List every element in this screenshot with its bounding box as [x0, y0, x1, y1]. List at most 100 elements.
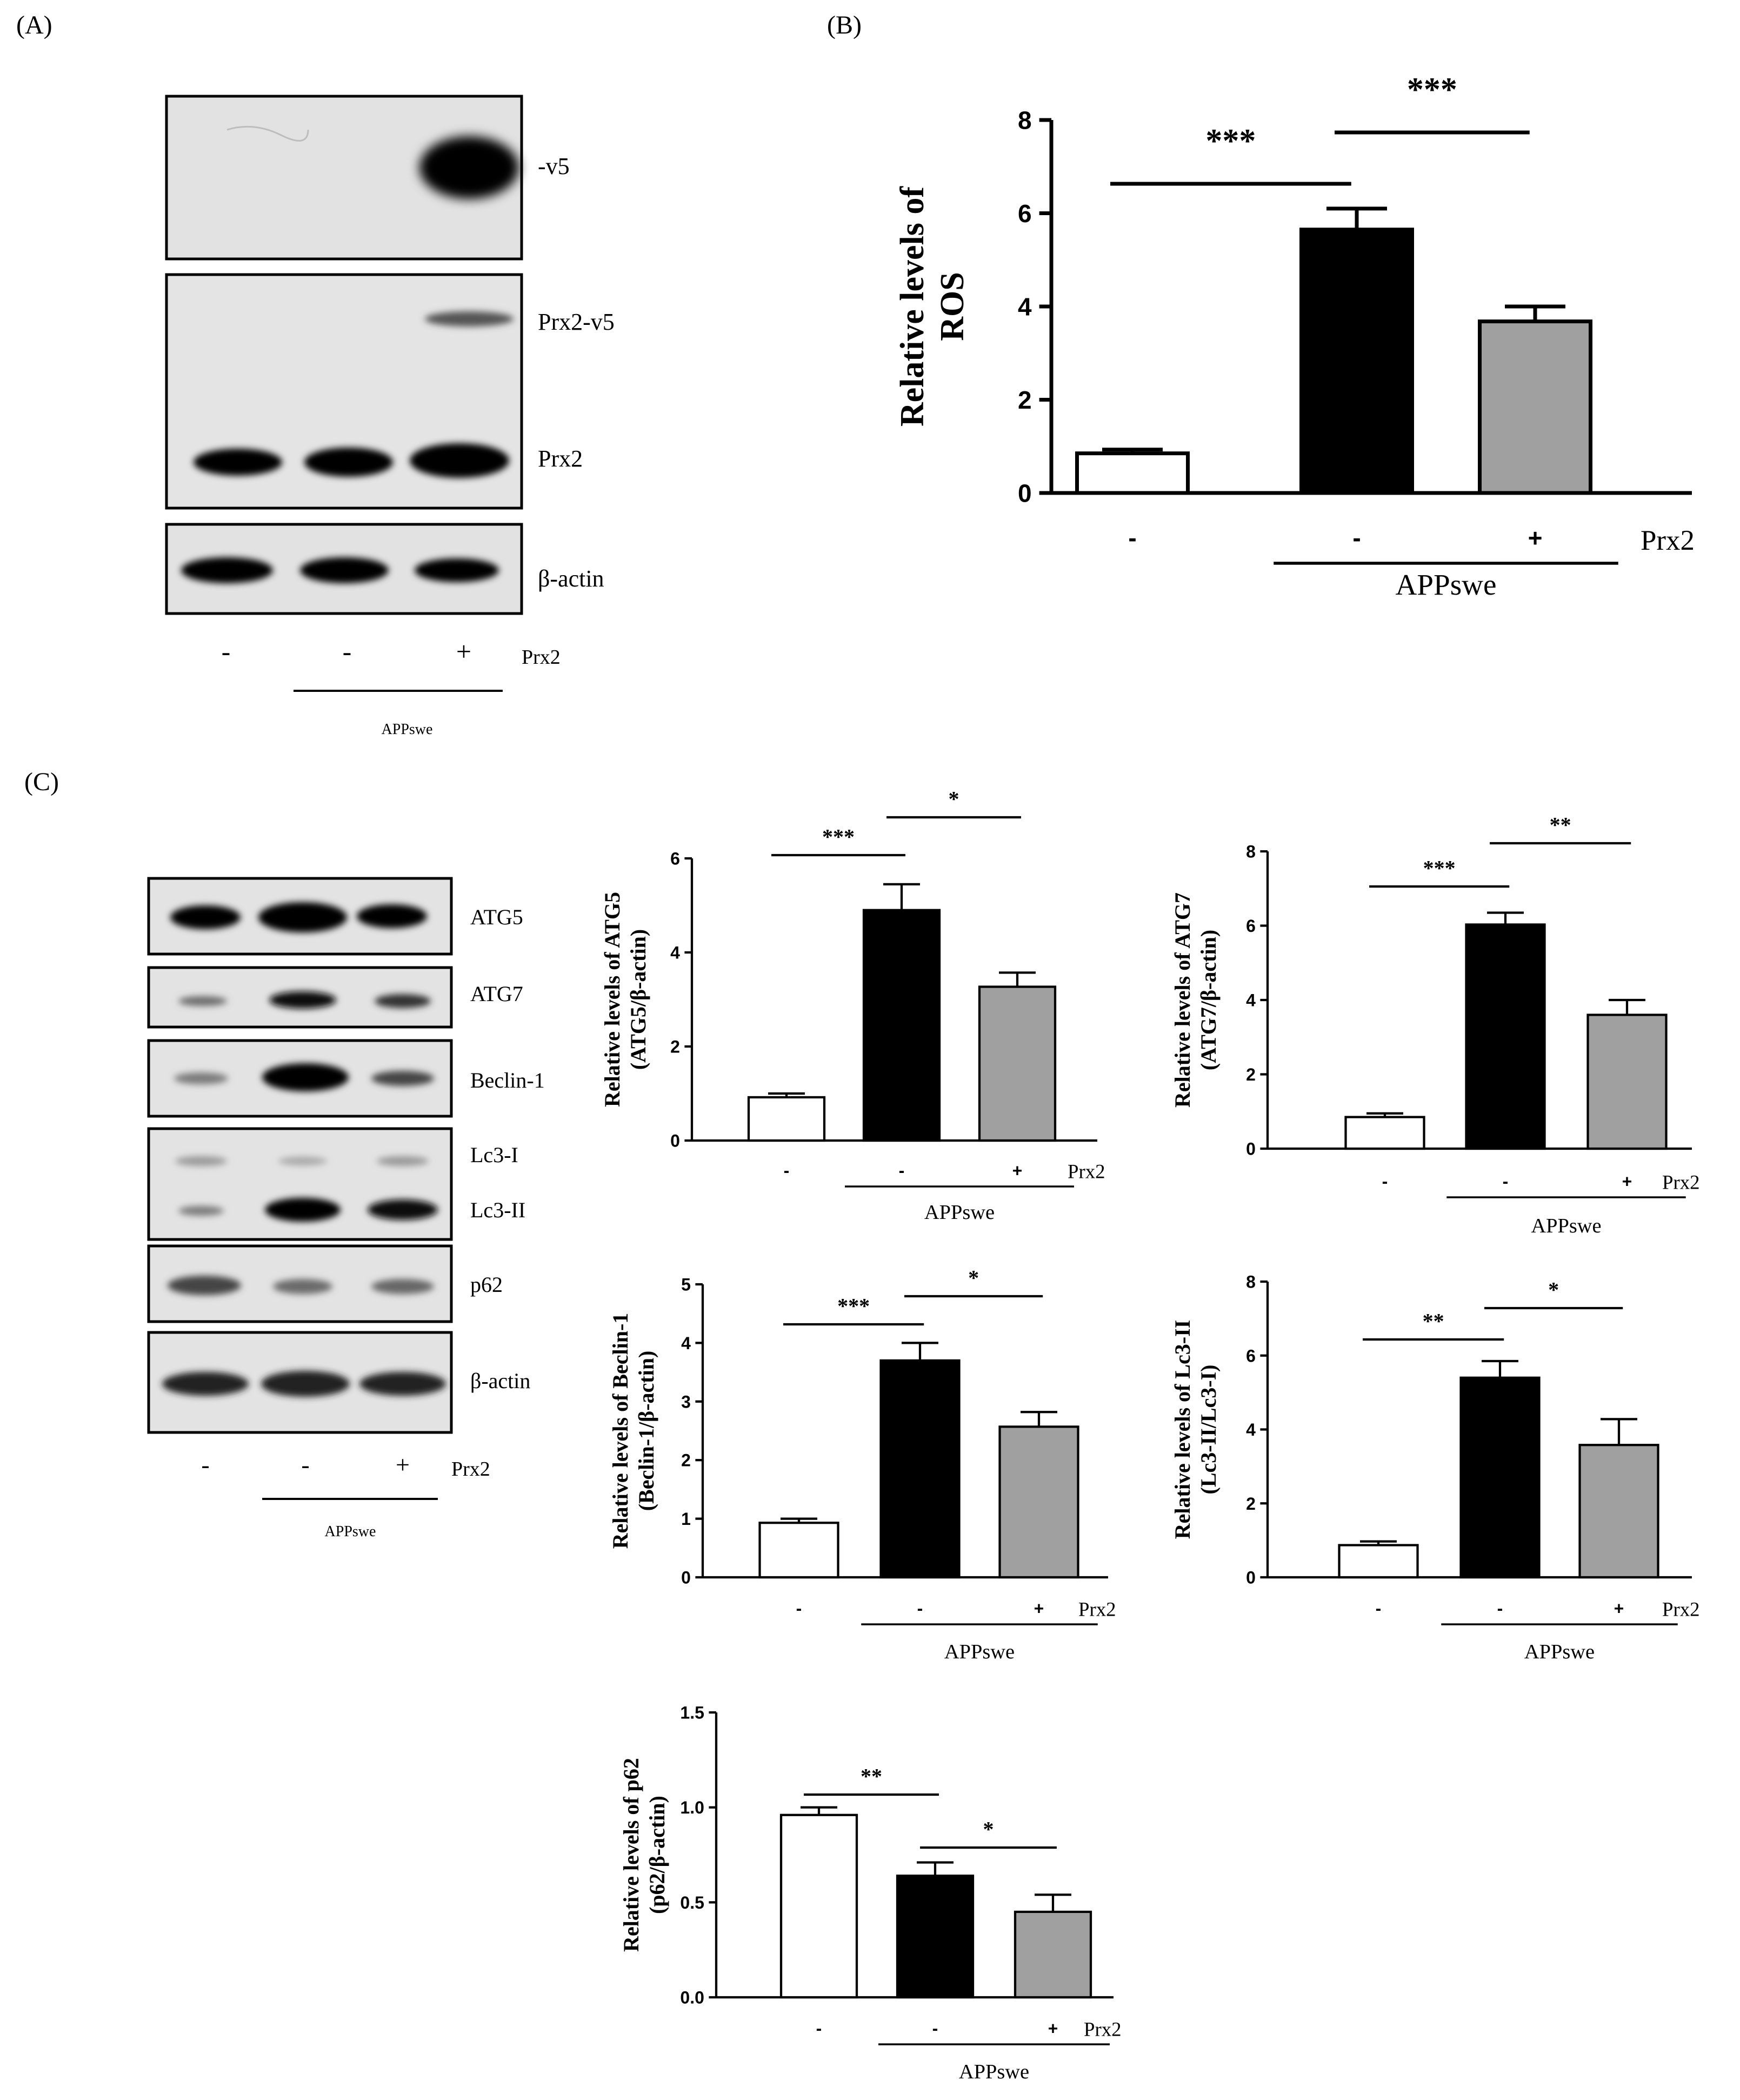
- y-axis-label: Relative levels of: [894, 186, 931, 427]
- blot-c-sign-1: -: [201, 1451, 209, 1478]
- y-tick-label: 2: [1246, 1494, 1256, 1514]
- y-axis-label: Relative levels of ATG5: [600, 892, 624, 1107]
- bar-2: [1465, 923, 1546, 1150]
- significance-label: ***: [837, 1294, 870, 1318]
- y-tick-label: 1.0: [680, 1798, 704, 1817]
- y-tick-label: 0.5: [680, 1893, 704, 1912]
- significance-label: **: [1423, 1309, 1444, 1334]
- category-label: -: [1382, 1171, 1388, 1191]
- significance-label: ***: [1407, 71, 1457, 108]
- blot-c-label-lc3i: Lc3-I: [470, 1143, 518, 1167]
- blot-a-band-prx2-lane2: [304, 448, 393, 477]
- significance-label: **: [1550, 813, 1571, 837]
- y-axis-label: ROS: [934, 272, 971, 341]
- bar-1: [747, 1096, 826, 1142]
- bar-3: [998, 1425, 1079, 1579]
- group-label: APPswe: [1524, 1641, 1595, 1663]
- y-tick-label: 4: [1246, 991, 1256, 1010]
- blot-a-band-actin-lane1: [181, 557, 273, 583]
- y-tick-label: 4: [1018, 293, 1032, 321]
- bar-2: [1299, 228, 1414, 495]
- bar-1: [1344, 1116, 1425, 1150]
- blot-a-sign-3: +: [456, 636, 471, 666]
- category-label: +: [1622, 1171, 1632, 1191]
- y-tick-label: 5: [681, 1275, 691, 1295]
- bar-1: [779, 1814, 858, 1999]
- category-label: -: [1503, 1171, 1509, 1191]
- treatment-label: Prx2: [1641, 525, 1695, 556]
- blot-a-artifact: [226, 125, 309, 142]
- bar-2: [879, 1359, 961, 1579]
- y-tick-label: 8: [1246, 1272, 1256, 1292]
- blot-a-band-v5-lane3: [419, 136, 519, 199]
- bar-2: [862, 909, 941, 1142]
- y-axis-label: (p62/β-actin): [645, 1796, 669, 1914]
- y-tick-label: 6: [1246, 1346, 1256, 1365]
- blot-a-label-prx2: Prx2: [538, 445, 583, 472]
- group-label: APPswe: [1531, 1215, 1601, 1237]
- y-axis-label: (ATG5/β-actin): [626, 929, 650, 1070]
- blot-c-treatment-label: Prx2: [451, 1458, 490, 1481]
- group-label: APPswe: [944, 1641, 1015, 1663]
- blot-a-band-prx2v5-lane3: [425, 311, 514, 326]
- blot-c-group-label: APPswe: [325, 1523, 376, 1540]
- bar-2: [1459, 1376, 1541, 1579]
- panel-letter-c: (C): [24, 768, 59, 796]
- y-tick-label: 1: [681, 1509, 691, 1529]
- bar-3: [1586, 1014, 1668, 1150]
- category-label: +: [1012, 1161, 1023, 1180]
- category-label: +: [1614, 1598, 1624, 1618]
- bar-2: [896, 1875, 975, 1999]
- chart-ros: 0 2 4 6 8 - - + Prx2 APPswe *** *** Relative levels …: [894, 71, 1695, 601]
- treatment-label: Prx2: [1084, 2018, 1122, 2041]
- y-axis-label: Relative levels of Beclin-1: [608, 1313, 632, 1549]
- category-label: +: [1048, 2018, 1058, 2038]
- bar-3: [978, 985, 1057, 1142]
- blot-c-sign-3: +: [396, 1451, 410, 1478]
- blot-c-label-p62: p62: [470, 1272, 503, 1297]
- y-axis-label: Relative levels of ATG7: [1170, 892, 1195, 1108]
- category-label: -: [816, 2018, 822, 2038]
- y-tick-label: 0: [681, 1568, 691, 1588]
- bar-1: [1075, 451, 1190, 495]
- bar-3: [1478, 319, 1592, 495]
- blot-c-strip-lc3: [147, 1127, 453, 1241]
- y-tick-label: 0: [670, 1131, 680, 1151]
- category-label: -: [1128, 524, 1136, 552]
- blot-a: [165, 95, 523, 615]
- category-label: -: [784, 1161, 790, 1180]
- significance-label: *: [968, 1266, 979, 1290]
- blot-c-label-atg7: ATG7: [470, 982, 523, 1006]
- significance-label: *: [949, 787, 959, 811]
- category-label: +: [1528, 524, 1543, 552]
- bar-1: [758, 1522, 839, 1579]
- y-tick-label: 8: [1018, 106, 1032, 135]
- blot-a-sign-1: -: [222, 636, 231, 666]
- category-label: -: [917, 1598, 923, 1618]
- bar-3: [1014, 1910, 1092, 1999]
- bar-3: [1578, 1444, 1659, 1579]
- blot-a-band-actin-lane3: [415, 558, 499, 582]
- y-tick-label: 6: [1018, 199, 1032, 228]
- category-label: -: [899, 1161, 905, 1180]
- treatment-label: Prx2: [1662, 1171, 1700, 1194]
- y-tick-label: 8: [1246, 842, 1256, 862]
- y-axis-label: Relative levels of p62: [619, 1758, 643, 1952]
- y-tick-label: 0: [1246, 1568, 1256, 1588]
- y-tick-label: 2: [1246, 1065, 1256, 1084]
- blot-c-labels: ATG5 ATG7 Beclin-1 Lc3-I Lc3-II p62 β-ac…: [201, 905, 544, 1540]
- group-label: APPswe: [959, 2061, 1029, 2083]
- significance-label: ***: [1423, 856, 1456, 881]
- group-label: APPswe: [1395, 568, 1496, 601]
- blot-c-label-lc3ii: Lc3-II: [470, 1198, 525, 1222]
- blot-a-treatment-label: Prx2: [522, 646, 561, 669]
- category-label: -: [796, 1598, 802, 1618]
- blot-c: [147, 877, 453, 1434]
- significance-label: ***: [822, 825, 855, 849]
- y-tick-label: 1.5: [680, 1703, 704, 1723]
- y-axis-label: (Lc3-II/Lc3-I): [1196, 1365, 1221, 1495]
- panel-letter-a: (A): [16, 11, 52, 39]
